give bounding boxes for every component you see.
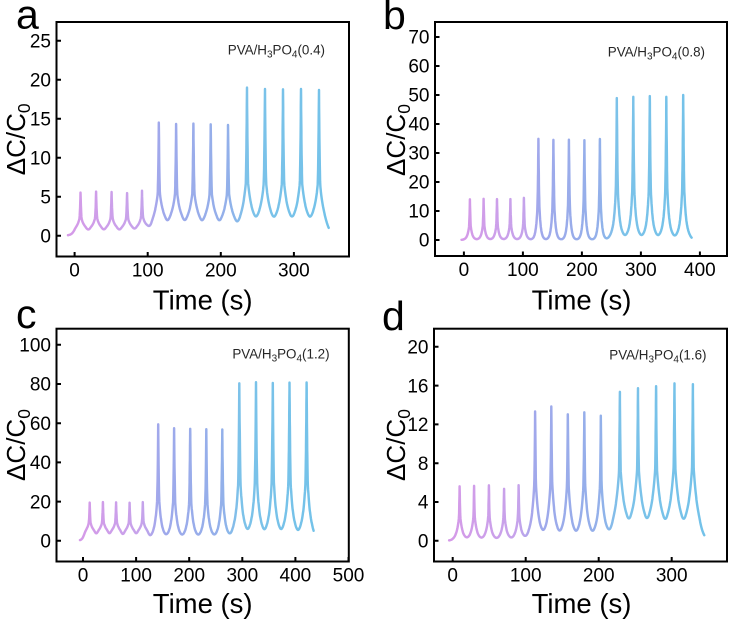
svg-text:500: 500: [333, 565, 365, 586]
svg-text:300: 300: [278, 260, 310, 281]
svg-text:100: 100: [120, 565, 152, 586]
svg-text:0: 0: [40, 226, 51, 247]
svg-text:a: a: [16, 0, 39, 38]
svg-text:PVA/H3PO4(1.6): PVA/H3PO4(1.6): [609, 348, 706, 366]
svg-text:10: 10: [30, 148, 51, 169]
svg-text:300: 300: [656, 565, 688, 586]
svg-text:4: 4: [418, 493, 429, 514]
svg-text:300: 300: [625, 260, 657, 281]
svg-text:30: 30: [408, 144, 429, 165]
svg-text:c: c: [16, 291, 37, 337]
svg-text:20: 20: [407, 338, 428, 359]
svg-text:ΔC/C0: ΔC/C0: [381, 409, 414, 481]
svg-text:200: 200: [583, 565, 615, 586]
svg-text:100: 100: [510, 565, 542, 586]
svg-text:15: 15: [30, 109, 51, 130]
svg-text:0: 0: [419, 231, 430, 252]
svg-text:100: 100: [19, 336, 51, 357]
svg-text:300: 300: [226, 565, 258, 586]
svg-text:5: 5: [40, 187, 51, 208]
svg-text:400: 400: [684, 260, 716, 281]
svg-text:Time (s): Time (s): [153, 588, 253, 619]
svg-text:12: 12: [407, 415, 428, 436]
svg-text:40: 40: [408, 115, 429, 136]
svg-text:100: 100: [132, 260, 164, 281]
svg-text:Time (s): Time (s): [153, 285, 253, 316]
svg-text:60: 60: [30, 414, 51, 435]
svg-text:20: 20: [30, 70, 51, 91]
svg-text:20: 20: [30, 492, 51, 513]
svg-text:ΔC/C0: ΔC/C0: [1, 103, 34, 175]
svg-text:0: 0: [78, 565, 89, 586]
svg-text:0: 0: [418, 532, 429, 553]
svg-text:20: 20: [408, 173, 429, 194]
svg-text:Time (s): Time (s): [532, 588, 632, 619]
svg-text:0: 0: [40, 532, 51, 553]
svg-text:PVA/H3PO4(1.2): PVA/H3PO4(1.2): [232, 347, 329, 365]
svg-text:100: 100: [507, 260, 539, 281]
svg-text:PVA/H3PO4(0.4): PVA/H3PO4(0.4): [228, 42, 325, 60]
svg-text:200: 200: [205, 260, 237, 281]
svg-text:ΔC/C0: ΔC/C0: [1, 409, 34, 481]
svg-text:50: 50: [408, 86, 429, 107]
svg-text:70: 70: [408, 28, 429, 49]
svg-text:0: 0: [447, 565, 458, 586]
svg-text:200: 200: [173, 565, 205, 586]
svg-text:0: 0: [459, 260, 470, 281]
svg-text:40: 40: [30, 453, 51, 474]
svg-text:b: b: [383, 0, 406, 38]
svg-text:8: 8: [418, 454, 429, 475]
svg-text:Time (s): Time (s): [532, 285, 632, 316]
svg-text:PVA/H3PO4(0.8): PVA/H3PO4(0.8): [608, 45, 705, 63]
svg-text:d: d: [382, 293, 405, 339]
svg-text:ΔC/C0: ΔC/C0: [381, 104, 414, 176]
svg-text:60: 60: [408, 57, 429, 78]
svg-text:200: 200: [566, 260, 598, 281]
svg-text:10: 10: [408, 202, 429, 223]
svg-text:25: 25: [30, 31, 51, 52]
svg-text:16: 16: [407, 376, 428, 397]
svg-text:80: 80: [30, 375, 51, 396]
svg-text:400: 400: [280, 565, 312, 586]
svg-text:0: 0: [69, 260, 80, 281]
